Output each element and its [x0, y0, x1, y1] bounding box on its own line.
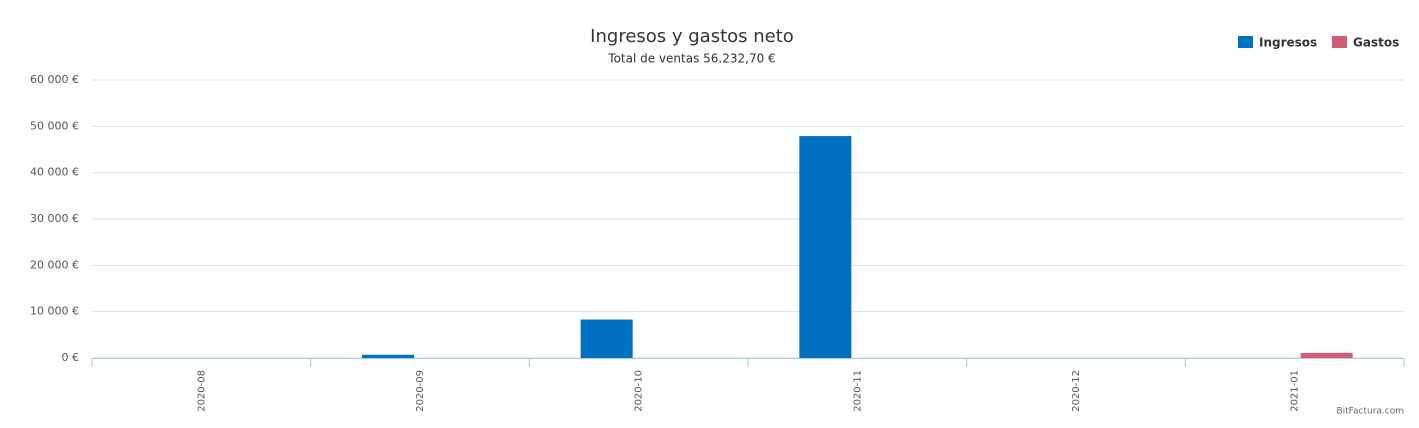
- bar: [362, 354, 414, 358]
- y-tick-label: 10 000 €: [30, 305, 79, 318]
- x-tick-label: 2020-08: [196, 370, 207, 412]
- legend-swatch[interactable]: [1332, 36, 1347, 48]
- y-tick-label: 30 000 €: [30, 212, 79, 225]
- x-tick-label: 2020-10: [634, 370, 645, 412]
- y-tick-label: 20 000 €: [30, 258, 79, 271]
- credits[interactable]: BitFactura.com: [1336, 407, 1404, 417]
- x-tick-label: 2020-12: [1071, 370, 1082, 412]
- x-tick-label: 2020-11: [852, 370, 863, 412]
- x-tick-label: 2021-01: [1290, 370, 1301, 412]
- legend-label[interactable]: Gastos: [1353, 36, 1399, 50]
- bar: [799, 136, 852, 358]
- y-tick-label: 40 000 €: [30, 166, 79, 179]
- chart-title: Ingresos y gastos neto: [590, 26, 794, 47]
- chart-subtitle: Total de ventas 56.232,70 €: [607, 52, 775, 66]
- legend-swatch[interactable]: [1238, 36, 1253, 48]
- y-tick-label: 60 000 €: [30, 73, 79, 86]
- y-tick-label: 50 000 €: [30, 119, 79, 132]
- y-tick-label: 0 €: [62, 351, 80, 364]
- bar: [1300, 352, 1353, 358]
- bar: [580, 319, 633, 358]
- x-tick-label: 2020-09: [415, 370, 426, 412]
- legend-label[interactable]: Ingresos: [1259, 36, 1317, 50]
